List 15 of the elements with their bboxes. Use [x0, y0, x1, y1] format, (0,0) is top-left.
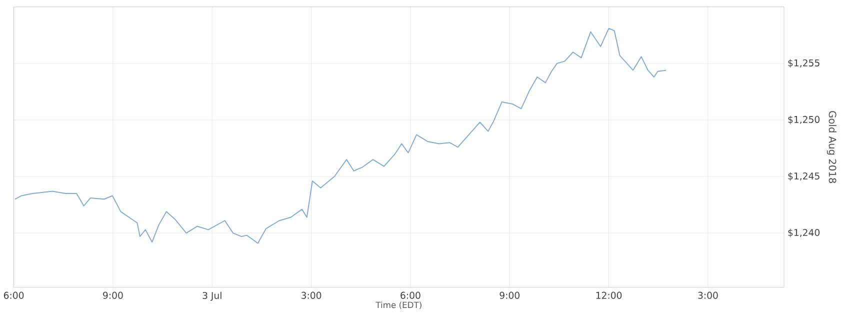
x-tick-label: 6:00 — [400, 292, 420, 300]
x-tick-label: 6:00 — [4, 292, 24, 300]
y-tick-label: $1,245 — [788, 172, 820, 181]
x-axis-title: Time (EDT) — [376, 302, 422, 310]
y-tick-label: $1,250 — [788, 116, 820, 124]
line-series — [14, 28, 667, 244]
x-tick-label: 9:00 — [500, 292, 520, 300]
y-tick-label: $1,240 — [788, 228, 820, 238]
y-tick-label: $1,255 — [788, 59, 820, 68]
x-tick-label: 3:00 — [698, 292, 718, 300]
x-tick-label: 9:00 — [103, 292, 123, 300]
x-tick-label: 3:00 — [302, 292, 322, 300]
x-tick-label: 12:00 — [596, 292, 622, 300]
x-tick-label: 3 Jul — [202, 292, 222, 301]
y-axis-title: Gold Aug 2018 — [826, 111, 836, 184]
